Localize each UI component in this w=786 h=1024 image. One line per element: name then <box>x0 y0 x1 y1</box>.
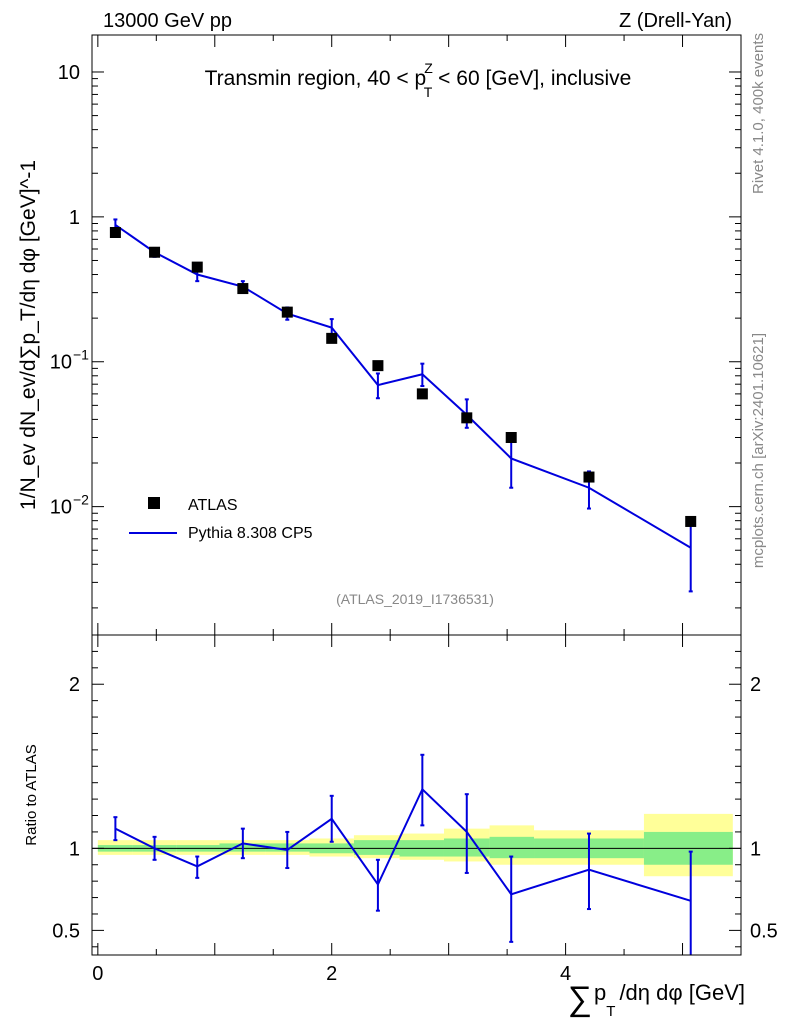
main-y-axis-label: 1/N_ev dN_ev/d∑p_T/dη dφ [GeV]^-1 <box>17 160 40 510</box>
ratio-y-tick-label-left: 1 <box>69 838 80 860</box>
ratio-y-tick-label-right: 1 <box>750 838 761 860</box>
x-axis-label: ∑pT/dη dφ [GeV] <box>568 980 745 1020</box>
legend-pythia-label: Pythia 8.308 CP5 <box>188 525 313 542</box>
legend-atlas-marker <box>148 497 160 509</box>
mc-line <box>114 224 692 549</box>
atlas-data-point <box>505 432 517 444</box>
atlas-data-point <box>149 246 161 258</box>
atlas-data-point <box>281 306 293 318</box>
analysis-id-annotation: (ATLAS_2019_I1736531) <box>336 591 494 607</box>
ratio-uncertainty-bands <box>97 813 733 877</box>
ratio-band-green <box>353 840 400 855</box>
ratio-frame <box>91 634 742 956</box>
y-tick-label: 10 <box>50 352 72 374</box>
atlas-data-point <box>461 412 473 424</box>
legend-atlas-label: ATLAS <box>188 497 238 514</box>
atlas-data-point <box>685 515 697 527</box>
y-tick-label: 10 <box>58 62 80 84</box>
header-left: 13000 GeV pp <box>103 10 232 32</box>
y-tick-exponent: −1 <box>73 347 89 363</box>
main-frame <box>91 34 742 636</box>
ratio-mc-line <box>114 787 692 902</box>
ratio-y-tick-label-left: 0.5 <box>52 920 80 942</box>
main-data-series <box>109 226 697 527</box>
x-tick-label: 2 <box>326 963 337 985</box>
atlas-data-point <box>326 332 338 344</box>
atlas-data-point <box>237 283 249 295</box>
atlas-data-point <box>416 388 428 400</box>
atlas-data-point <box>109 226 121 238</box>
ratio-ticks: 2 2 1 1 0.5 0.5 0 2 4 <box>52 635 778 985</box>
y-tick-label: 10 <box>50 497 72 519</box>
ratio-y-tick-label-left: 2 <box>69 674 80 696</box>
ratio-panel: 2 2 1 1 0.5 0.5 0 2 4 Ratio to ATLAS ∑pT/dη dφ [… <box>23 634 778 1020</box>
ratio-y-axis-label: Ratio to ATLAS <box>23 744 40 845</box>
mcplots-label: mcplots.cern.ch [arXiv:2401.10621] <box>750 333 767 568</box>
x-tick-label: 0 <box>92 963 103 985</box>
header-right: Z (Drell-Yan) <box>619 10 732 32</box>
atlas-data-point <box>583 471 595 483</box>
atlas-data-point <box>191 261 203 273</box>
atlas-data-point <box>372 360 384 372</box>
y-tick-label: 1 <box>69 207 80 229</box>
plot-title: Transmin region, 40 < pZ T < 60 [GeV], in… <box>205 60 632 100</box>
rivet-version-label: Rivet 4.1.0, 400k events <box>750 33 767 194</box>
y-tick-exponent: −2 <box>73 492 89 508</box>
ratio-y-tick-label-right: 0.5 <box>750 920 778 942</box>
legend: ATLAS Pythia 8.308 CP5 <box>129 497 313 542</box>
x-tick-label: 4 <box>560 963 571 985</box>
ratio-band-green <box>489 836 535 859</box>
ratio-mc-series <box>113 753 693 955</box>
ratio-y-tick-label-right: 2 <box>750 674 761 696</box>
